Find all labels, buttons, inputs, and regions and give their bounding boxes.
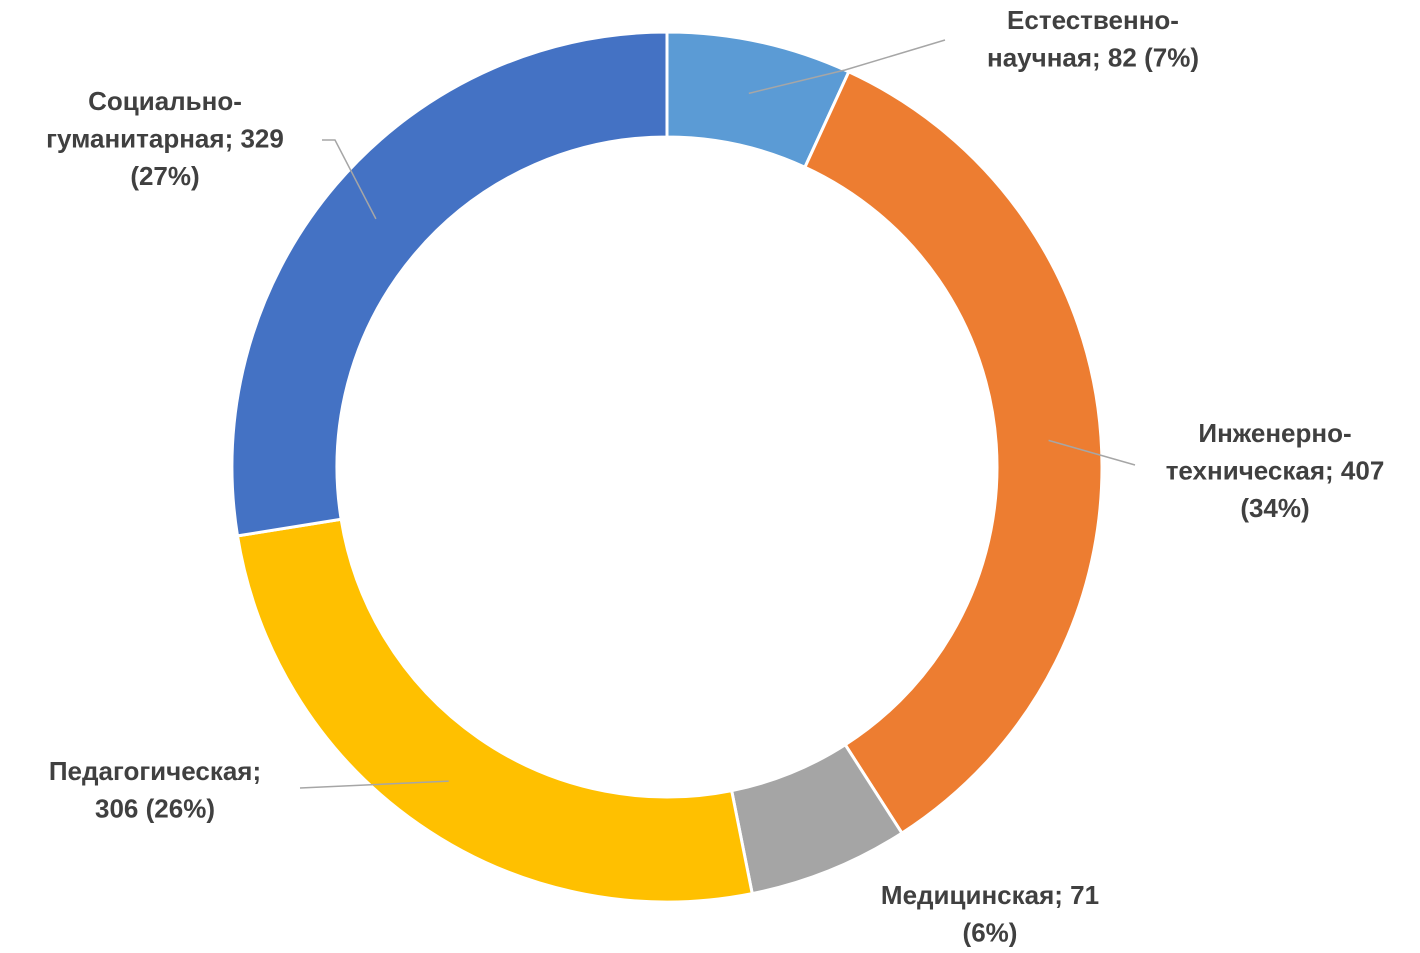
data-label: (27%) bbox=[130, 161, 199, 191]
leader-line bbox=[748, 39, 946, 95]
data-label: Педагогическая; bbox=[49, 756, 261, 786]
data-label: Естественно- bbox=[1007, 5, 1179, 35]
donut-segment bbox=[802, 69, 1104, 836]
leader-line bbox=[1048, 439, 1136, 466]
data-label: Инженерно- bbox=[1198, 418, 1351, 448]
donut-segment bbox=[235, 517, 754, 904]
data-label: научная; 82 (7%) bbox=[987, 42, 1199, 72]
data-label: техническая; 407 bbox=[1166, 455, 1385, 485]
donut-segment bbox=[230, 30, 669, 538]
leader-line bbox=[299, 780, 449, 789]
data-label: (6%) bbox=[963, 917, 1018, 947]
data-label: 306 (26%) bbox=[95, 793, 215, 823]
leader-line bbox=[322, 139, 377, 220]
data-label: Медицинская; 71 bbox=[881, 880, 1099, 910]
data-label: гуманитарная; 329 bbox=[46, 123, 284, 153]
data-label: Социально- bbox=[88, 86, 242, 116]
data-label: (34%) bbox=[1240, 493, 1309, 523]
